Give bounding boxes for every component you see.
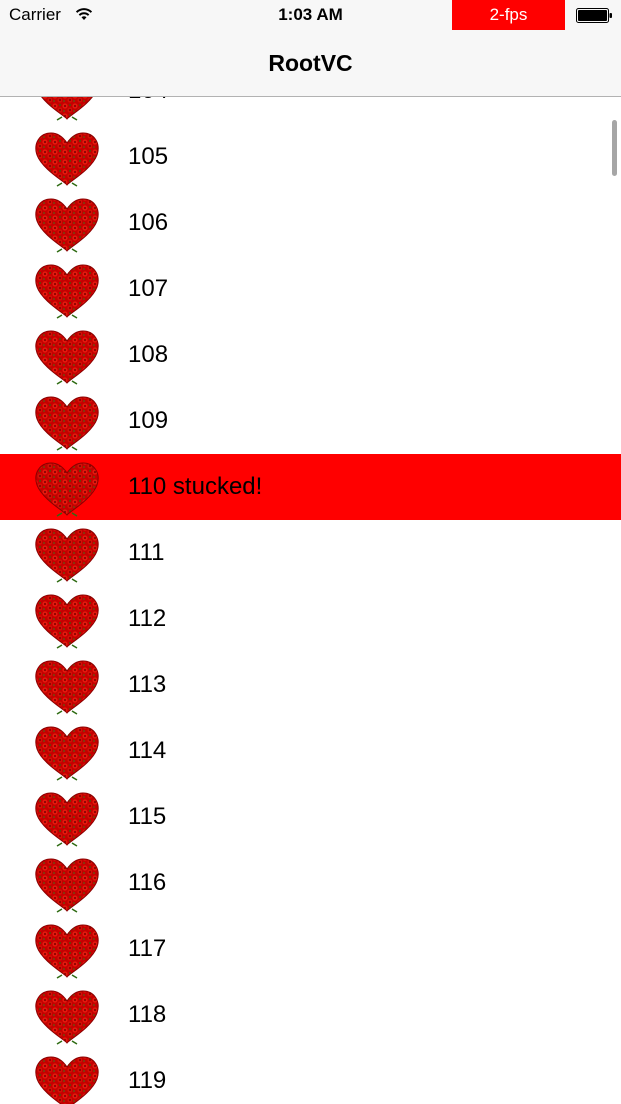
carrier-label: Carrier <box>9 5 61 24</box>
status-bar: Carrier 1:03 AM 2-fps <box>0 0 621 32</box>
table-row[interactable]: 112 <box>0 586 621 652</box>
row-label: 115 <box>128 803 167 830</box>
row-label: 110 stucked! <box>128 473 263 500</box>
table-row[interactable]: 114 <box>0 718 621 784</box>
row-label: 108 <box>128 341 169 368</box>
row-label: 114 <box>128 737 167 764</box>
heart-of-roses-icon <box>35 858 99 913</box>
heart-of-roses-icon <box>35 264 99 319</box>
row-label: 118 <box>128 1001 167 1028</box>
row-label: 109 <box>128 407 169 434</box>
row-label: 113 <box>128 671 167 698</box>
row-label: 116 <box>128 869 167 896</box>
table-row[interactable]: 108 <box>0 322 621 388</box>
row-label: 104 <box>128 97 168 124</box>
table-rows: 104 105 106 107 108 109 110 stucked! 111 112 113 1… <box>0 97 621 1104</box>
row-label: 119 <box>128 1067 167 1094</box>
heart-of-roses-icon <box>35 924 99 979</box>
heart-of-roses-icon <box>35 990 99 1045</box>
table-row[interactable]: 117 <box>0 916 621 982</box>
table-row[interactable]: 104 <box>0 97 621 124</box>
table-row[interactable]: 106 <box>0 190 621 256</box>
table-row[interactable]: 119 <box>0 1048 621 1104</box>
battery-icon <box>576 8 612 23</box>
table-row[interactable]: 118 <box>0 982 621 1048</box>
heart-of-roses-icon <box>35 1056 99 1104</box>
table-row[interactable]: 113 <box>0 652 621 718</box>
row-label: 112 <box>128 605 167 632</box>
scroll-indicator[interactable] <box>612 120 617 176</box>
heart-of-roses-icon <box>35 396 99 451</box>
heart-of-roses-icon <box>35 198 99 253</box>
heart-of-roses-icon <box>35 330 99 385</box>
page-title: RootVC <box>268 50 353 76</box>
row-label: 107 <box>128 275 169 302</box>
row-label: 106 <box>128 209 169 236</box>
heart-of-roses-icon <box>35 726 99 781</box>
heart-of-roses-icon <box>35 132 99 187</box>
heart-of-roses-icon <box>35 594 99 649</box>
table-row[interactable]: 111 <box>0 520 621 586</box>
heart-of-roses-icon <box>35 660 99 715</box>
heart-of-roses-icon <box>35 462 99 517</box>
wifi-icon <box>75 8 93 20</box>
table-row[interactable]: 107 <box>0 256 621 322</box>
clock-label: 1:03 AM <box>278 5 343 24</box>
heart-of-roses-icon <box>41 97 93 121</box>
table-view[interactable]: 104 105 106 107 108 109 110 stucked! 111 112 113 1… <box>0 97 621 1104</box>
table-row[interactable]: 116 <box>0 850 621 916</box>
table-row[interactable]: 115 <box>0 784 621 850</box>
row-label: 111 <box>128 539 165 566</box>
heart-of-roses-icon <box>35 792 99 847</box>
fps-badge: 2-fps <box>452 0 565 30</box>
navigation-bar: RootVC <box>0 32 621 97</box>
row-label: 105 <box>128 143 169 170</box>
row-label: 117 <box>128 935 167 962</box>
table-row[interactable]: 110 stucked! <box>0 454 621 520</box>
heart-of-roses-icon <box>35 528 99 583</box>
table-row[interactable]: 109 <box>0 388 621 454</box>
table-row[interactable]: 105 <box>0 124 621 190</box>
